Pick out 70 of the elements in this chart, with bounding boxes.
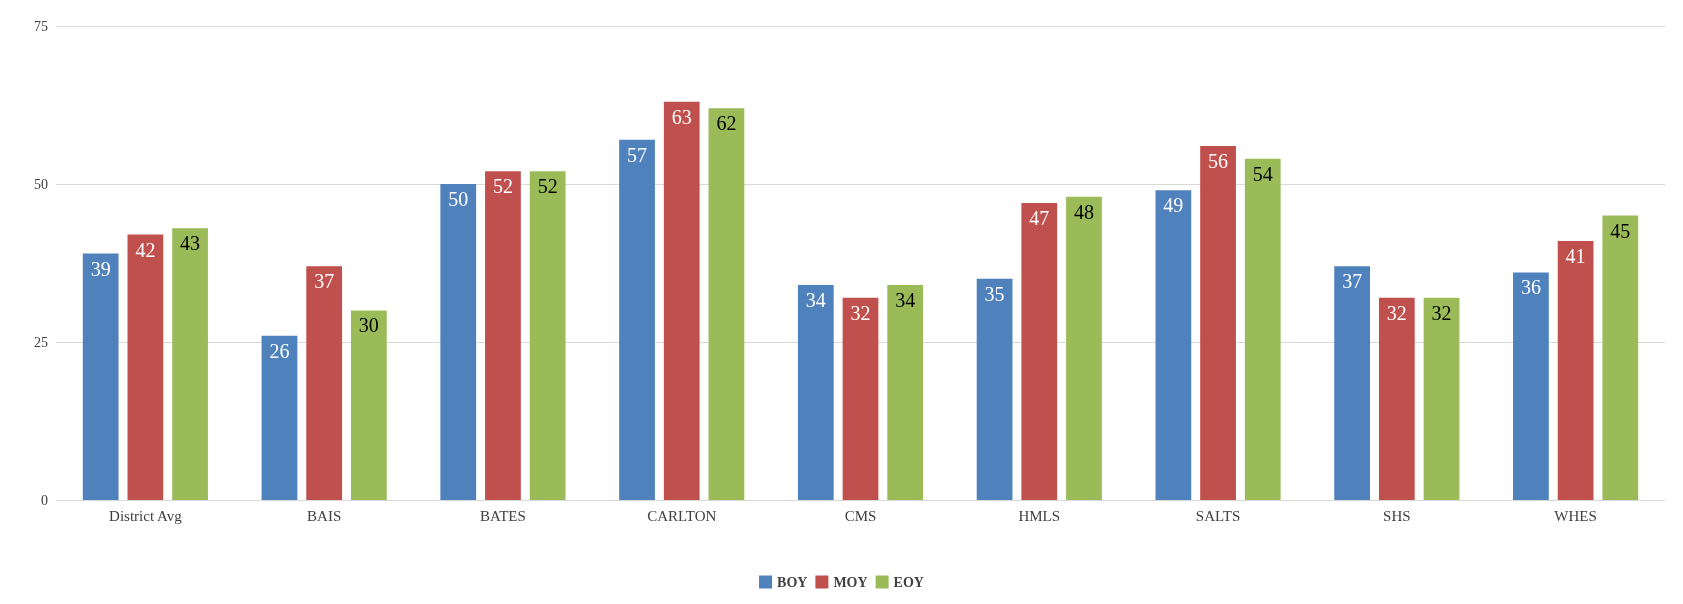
bar [663,101,700,500]
x-tick-label: BATES [480,507,526,524]
y-tick-label: 0 [41,492,48,508]
data-label: 41 [1565,244,1586,267]
bar [306,266,343,500]
legend-label: BOY [777,574,808,590]
data-label: 52 [537,175,558,198]
data-label: 57 [627,143,648,166]
bar [529,171,566,500]
data-label: 62 [716,112,737,135]
x-tick-label: SALTS [1195,507,1241,524]
bar [261,335,298,500]
bar [842,297,879,500]
bar [1155,190,1192,500]
x-tick-label: CMS [844,507,877,524]
data-label: 56 [1208,150,1229,173]
bar [485,171,521,500]
x-tick-label: SHS [1383,507,1411,524]
bar [1244,158,1281,500]
x-tick-label: BAIS [307,507,342,524]
data-label: 52 [492,175,513,198]
bar [619,139,655,500]
bar [1021,202,1058,500]
data-label: 26 [269,339,290,362]
bar [976,278,1013,500]
data-label: 42 [135,238,156,261]
data-label: 63 [671,105,692,128]
y-tick-label: 50 [34,176,48,192]
bar [1378,297,1415,500]
data-label: 47 [1029,206,1050,229]
data-label: 34 [805,289,826,312]
x-tick-label: HMLS [1018,507,1061,524]
data-label: 32 [850,301,871,324]
bar [82,253,119,500]
y-tick-label: 25 [34,334,48,350]
x-tick-label: CARLTON [647,507,717,524]
data-label: 49 [1163,194,1184,217]
bar [350,310,387,500]
bar [797,285,834,500]
x-tick-label: District Avg [109,507,183,524]
data-label: 34 [895,289,916,312]
y-tick-label: 75 [34,18,48,34]
bar [1066,196,1102,500]
data-label: 32 [1431,301,1452,324]
bar [1200,146,1236,500]
x-tick-label: WHES [1554,507,1597,524]
data-label: 48 [1073,200,1094,223]
data-label: 36 [1520,276,1541,299]
legend-label: EOY [893,574,924,590]
data-label: 32 [1386,301,1407,324]
data-label: 37 [1342,270,1363,293]
bar [1334,266,1371,500]
bar [1423,297,1460,500]
data-label: 39 [90,257,111,280]
bar [708,108,745,500]
data-label: 45 [1610,219,1631,242]
data-label: 37 [314,270,335,293]
bar [1602,215,1639,500]
bar [440,184,477,500]
legend-label: MOY [833,574,868,590]
bar [1513,272,1549,500]
data-label: 43 [180,232,201,255]
data-label: 35 [984,282,1005,305]
data-label: 54 [1252,162,1273,185]
bar [1557,240,1594,500]
bar [172,228,208,500]
data-label: 30 [358,314,379,337]
data-label: 50 [448,188,469,210]
bar [127,234,164,500]
bar [887,285,924,500]
